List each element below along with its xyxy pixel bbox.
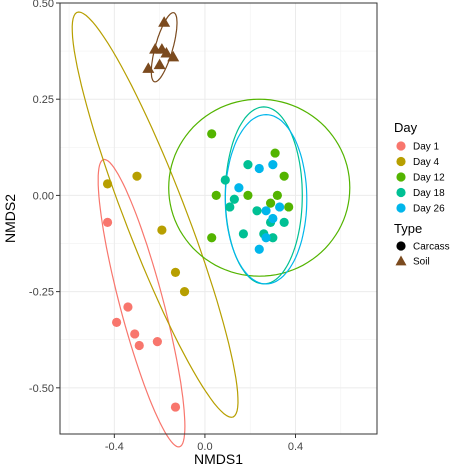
point-day-4	[179, 287, 190, 297]
y-tick-label: 0.25	[33, 94, 54, 106]
point-day-26	[275, 202, 285, 212]
legend-label: Day 26	[413, 204, 445, 215]
point-day-12	[265, 198, 276, 208]
soil-point	[153, 58, 166, 70]
legend-key-day-18	[396, 187, 406, 198]
point-day-26	[268, 213, 278, 224]
y-tick-label: 0.00	[33, 190, 54, 202]
y-axis-title: NMDS2	[2, 194, 18, 243]
soil-point	[158, 16, 171, 27]
point-day-18	[252, 206, 262, 216]
legend-key-day-26	[396, 203, 406, 213]
point-day-26	[254, 163, 264, 174]
point-day-18	[229, 194, 239, 204]
point-day-18	[243, 160, 253, 170]
legend-label: Soil	[413, 257, 430, 268]
point-day-1	[170, 402, 181, 412]
x-axis-title: NMDS1	[194, 451, 243, 467]
point-day-1	[134, 340, 144, 351]
point-day-1	[130, 329, 140, 339]
point-day-4	[157, 225, 167, 235]
point-day-18	[268, 233, 278, 243]
soil-point	[142, 62, 155, 73]
legend-key-day-1	[396, 141, 406, 151]
point-day-12	[284, 202, 294, 212]
point-day-1	[102, 217, 113, 227]
x-tick-label: 0.0	[197, 441, 212, 453]
y-tick-label: -0.50	[29, 383, 54, 395]
ellipse-day-1	[97, 158, 186, 448]
legend-label: Day 18	[413, 188, 445, 199]
ellipse-day-12	[168, 98, 351, 277]
point-day-4	[132, 171, 142, 181]
point-day-26	[234, 183, 244, 193]
point-day-12	[207, 129, 217, 139]
point-day-12	[243, 190, 253, 201]
point-day-26	[261, 206, 271, 216]
legend-key-day-4	[396, 156, 406, 167]
legend-key-carcass	[396, 241, 406, 251]
point-day-26	[268, 160, 278, 170]
point-day-26	[254, 244, 264, 254]
x-tick-label: -0.4	[105, 441, 124, 453]
y-tick-label: -0.25	[29, 287, 54, 299]
legend-label: Day 4	[413, 157, 440, 168]
point-day-4	[102, 179, 113, 189]
plot-panel-border	[59, 2, 378, 435]
ellipse-day-4	[71, 11, 239, 418]
legend-key-soil	[395, 255, 407, 266]
legend-key-day-12	[396, 172, 406, 182]
legend: Day Day 1 Day 4 Day 12 Day 18 Day 26 Type Ca…	[394, 120, 450, 268]
soil-point	[160, 47, 173, 58]
y-tick-label: 0.50	[33, 0, 54, 10]
confidence-ellipses	[71, 11, 351, 448]
point-day-12	[279, 171, 289, 181]
point-day-18	[279, 217, 289, 227]
point-day-12	[272, 190, 282, 201]
axis-ticks: -0.4 0.0 0.4 -0.50 -0.25 0.00 0.25 0.50	[29, 0, 303, 453]
point-day-12	[207, 233, 217, 243]
point-day-18	[238, 229, 249, 239]
point-day-1	[123, 302, 133, 312]
point-day-1	[152, 337, 162, 347]
legend-label: Day 1	[413, 142, 440, 153]
legend-label: Carcass	[413, 242, 450, 253]
data-points	[102, 16, 294, 412]
legend-type-title: Type	[394, 221, 422, 236]
legend-label: Day 12	[413, 173, 445, 184]
point-day-26	[261, 233, 271, 243]
legend-day-title: Day	[394, 120, 418, 135]
point-day-18	[220, 175, 230, 185]
point-day-12	[211, 190, 221, 201]
point-day-18	[225, 202, 235, 212]
point-day-1	[112, 317, 122, 328]
point-day-12	[270, 148, 280, 158]
point-day-4	[170, 267, 181, 277]
ellipse-day-26	[224, 113, 308, 285]
soil-point	[167, 50, 180, 62]
x-tick-label: 0.4	[288, 441, 303, 453]
